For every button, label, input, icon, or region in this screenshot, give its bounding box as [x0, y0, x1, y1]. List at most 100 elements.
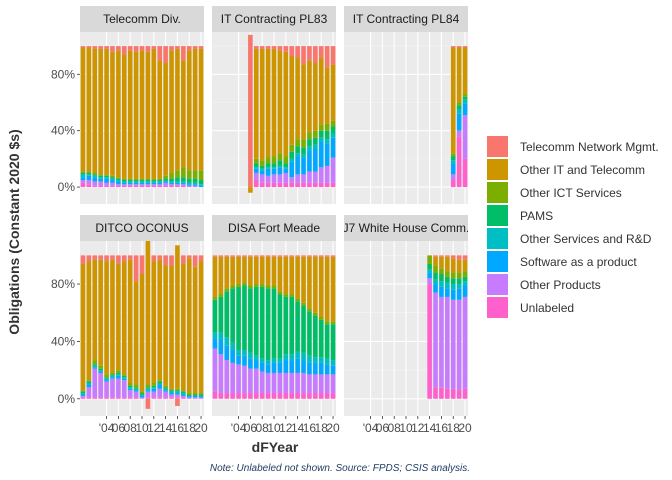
bar-segment-software-as-a-product: [324, 364, 330, 375]
bar-2016: [439, 255, 444, 399]
panel-strip: [344, 6, 468, 32]
bar-segment-software-as-a-product: [181, 394, 186, 396]
x-tick-label: 08: [388, 421, 402, 435]
bar-segment-pams: [181, 391, 186, 394]
legend-item-pams: PAMS: [487, 205, 553, 226]
bar-segment-unlabeled: [289, 393, 295, 399]
bar-segment-pams: [330, 126, 336, 134]
panel-it-contracting-pl84: IT Contracting PL84: [344, 6, 468, 204]
bar-2003: [230, 255, 235, 399]
bar-segment-telecomm-network-mgmt: [121, 46, 127, 55]
bar-segment-telecomm-network-mgmt: [236, 255, 241, 257]
bar-segment-telecomm-network-mgmt: [186, 46, 192, 51]
bar-segment-other-products: [175, 394, 180, 398]
bar-segment-telecomm-network-mgmt: [253, 255, 259, 257]
bar-segment-pams: [313, 315, 318, 358]
bar-segment-pams: [192, 394, 198, 396]
bar-segment-other-products: [236, 364, 241, 394]
bar-segment-other-ict-services: [259, 284, 265, 287]
bar-segment-pams: [186, 394, 192, 396]
bar-segment-telecomm-network-mgmt: [121, 255, 127, 262]
bar-segment-telecomm-network-mgmt: [242, 255, 247, 257]
bar-segment-pams: [307, 139, 312, 147]
bar-segment-other-ict-services: [92, 360, 98, 365]
panel-strip: [344, 215, 468, 241]
bar-segment-software-as-a-product: [186, 184, 192, 186]
bar-segment-pams: [157, 180, 163, 182]
bar-segment-pams: [236, 286, 241, 351]
bar-segment-software-as-a-product: [253, 168, 259, 173]
bar-segment-other-ict-services: [121, 374, 127, 376]
bar-segment-other-services-and-r-d: [175, 391, 180, 394]
bar-segment-unlabeled: [295, 393, 300, 399]
legend-item-other-products: Other Products: [487, 274, 601, 295]
bar-segment-unlabeled: [462, 388, 468, 399]
bar-segment-other-it-and-telecomm: [186, 50, 192, 171]
bar-segment-software-as-a-product: [313, 149, 318, 172]
bar-segment-other-it-and-telecomm: [283, 51, 289, 157]
bar-segment-other-services-and-r-d: [242, 350, 247, 356]
bar-segment-unlabeled: [301, 393, 306, 399]
bar-segment-software-as-a-product: [192, 184, 198, 186]
bar-segment-software-as-a-product: [133, 182, 139, 185]
bar-segment-unlabeled: [427, 284, 432, 399]
bar-segment-unlabeled: [330, 393, 336, 399]
bar-segment-other-it-and-telecomm: [456, 47, 462, 103]
bar-segment-other-products: [175, 184, 180, 186]
bar-segment-other-ict-services: [145, 384, 151, 388]
bar-segment-unlabeled: [104, 397, 109, 399]
bar-segment-pams: [169, 178, 174, 182]
bar-segment-other-it-and-telecomm: [104, 261, 109, 375]
bar-2014: [427, 255, 432, 399]
bar-2009: [133, 46, 139, 188]
bar-segment-other-services-and-r-d: [230, 342, 235, 351]
bar-segment-unlabeled: [307, 182, 312, 188]
bar-segment-other-it-and-telecomm: [198, 261, 204, 394]
bar-segment-unlabeled: [218, 393, 224, 399]
bar-2001: [86, 255, 92, 399]
x-tick-label: 12: [147, 421, 161, 435]
bar-segment-software-as-a-product: [318, 362, 324, 375]
x-tick-label: '04: [99, 421, 115, 435]
bar-segment-other-ict-services: [253, 284, 259, 287]
panel-title: Telecomm Div.: [103, 12, 181, 26]
bar-2013: [157, 46, 163, 188]
bar-segment-software-as-a-product: [80, 177, 86, 181]
bar-segment-telecomm-network-mgmt: [133, 255, 139, 282]
bar-segment-other-products: [163, 391, 168, 398]
bar-segment-other-ict-services: [145, 178, 151, 181]
x-axis-title: dFYear: [252, 439, 299, 455]
bar-segment-telecomm-network-mgmt: [450, 255, 456, 259]
bar-segment-telecomm-network-mgmt: [186, 255, 192, 259]
bar-segment-software-as-a-product: [462, 285, 468, 297]
bar-segment-software-as-a-product: [133, 390, 139, 392]
bar-segment-software-as-a-product: [86, 384, 92, 388]
bar-segment-pams: [86, 172, 92, 175]
bar-segment-pams: [110, 374, 115, 376]
bar-segment-software-as-a-product: [198, 395, 204, 398]
bar-segment-telecomm-network-mgmt: [145, 46, 151, 52]
bar-segment-pams: [277, 160, 283, 166]
bar-segment-other-it-and-telecomm: [248, 187, 253, 193]
bar-segment-unlabeled: [92, 397, 98, 399]
bar-segment-other-it-and-telecomm: [133, 51, 139, 179]
bar-segment-telecomm-network-mgmt: [127, 46, 133, 51]
bar-segment-other-products: [92, 368, 98, 398]
bar-2019: [192, 46, 198, 188]
bar-segment-other-products: [98, 181, 103, 186]
bar-segment-other-it-and-telecomm: [110, 51, 115, 176]
bar-segment-pams: [427, 263, 432, 270]
bar-segment-unlabeled: [98, 185, 103, 188]
bar-segment-other-ict-services: [198, 393, 204, 395]
bar-segment-other-it-and-telecomm: [242, 256, 247, 283]
panel-title: IT Contracting PL83: [221, 12, 328, 26]
bar-segment-telecomm-network-mgmt: [253, 46, 259, 49]
bar-segment-software-as-a-product: [456, 288, 462, 300]
bar-segment-other-ict-services: [86, 171, 92, 173]
bar-segment-other-products: [127, 184, 133, 186]
bar-segment-other-ict-services: [277, 153, 283, 161]
bar-segment-other-products: [116, 378, 121, 398]
bar-2014: [295, 255, 300, 399]
bar-segment-other-products: [169, 394, 174, 398]
bar-segment-other-ict-services: [307, 308, 312, 312]
